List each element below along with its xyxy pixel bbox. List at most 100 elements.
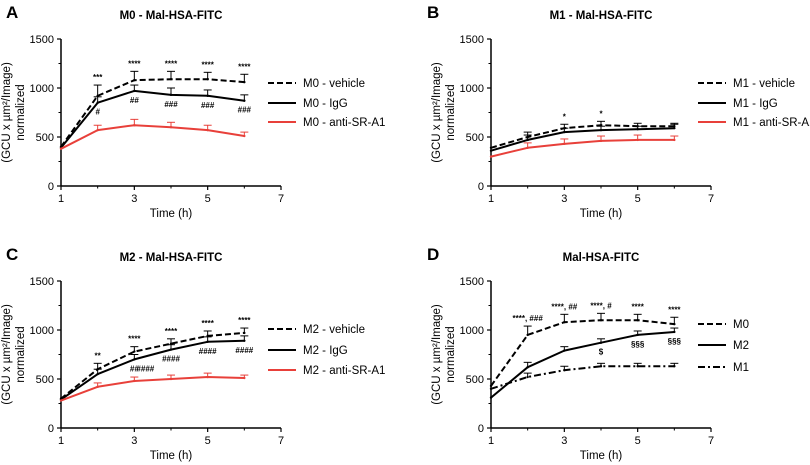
data-point bbox=[489, 384, 493, 388]
series-0 bbox=[489, 312, 679, 388]
x-tick-label: 5 bbox=[635, 193, 641, 205]
x-tick-label: 1 bbox=[58, 193, 64, 205]
panel-label: B bbox=[427, 3, 439, 22]
significance-above: **** bbox=[668, 305, 681, 314]
x-tick-label: 1 bbox=[58, 435, 64, 447]
legend-label: M1 - IgG bbox=[733, 98, 778, 110]
data-point bbox=[636, 333, 639, 337]
data-point bbox=[563, 368, 566, 372]
x-tick-label: 7 bbox=[708, 435, 714, 447]
y-tick-label: 0 bbox=[478, 181, 484, 193]
x-tick-label: 3 bbox=[131, 435, 137, 447]
y-tick-label: 1000 bbox=[460, 325, 484, 337]
y-tick-label: 0 bbox=[48, 423, 54, 435]
y-axis-label-line2: normalized bbox=[445, 84, 457, 140]
x-tick-label: 1 bbox=[488, 193, 494, 205]
legend-label: M0 - IgG bbox=[303, 98, 348, 110]
data-point bbox=[489, 155, 493, 158]
y-tick-label: 1500 bbox=[460, 34, 484, 46]
significance-below: #### bbox=[136, 364, 154, 373]
series-line bbox=[490, 319, 675, 387]
significance-below: ### bbox=[164, 100, 178, 109]
significance-above: **** bbox=[238, 316, 251, 325]
legend-label: M1 bbox=[733, 362, 749, 374]
significance-above: ****, ### bbox=[513, 314, 544, 323]
significance-above: **** bbox=[201, 60, 214, 69]
data-point bbox=[206, 94, 209, 98]
series-1 bbox=[59, 84, 249, 149]
significance-below: ## bbox=[130, 96, 139, 105]
data-point bbox=[673, 138, 676, 142]
series-line bbox=[60, 124, 245, 150]
series-line bbox=[60, 331, 245, 400]
data-point bbox=[563, 130, 566, 134]
x-tick-label: 7 bbox=[278, 435, 284, 447]
y-axis-label: (GCU x µm²/Image) bbox=[431, 304, 443, 405]
data-point bbox=[133, 350, 136, 353]
data-point bbox=[526, 333, 529, 337]
significance-below: $ bbox=[599, 348, 604, 357]
series-1 bbox=[59, 335, 249, 401]
y-axis-label-line2: normalized bbox=[15, 326, 27, 382]
data-point bbox=[636, 138, 639, 142]
y-tick-label: 0 bbox=[478, 423, 484, 435]
legend-label: M2 - anti-SR-A1 bbox=[303, 365, 385, 377]
data-point bbox=[96, 101, 99, 104]
panel-a: A M0 - Mal-HSA-FITC 0 500 1000 1500 1 3 5 7 Time (… bbox=[1, 3, 385, 220]
y-tick-label: 500 bbox=[36, 132, 54, 144]
series-2 bbox=[59, 118, 249, 150]
data-point bbox=[526, 375, 529, 379]
data-point bbox=[673, 322, 676, 326]
y-tick-label: 1500 bbox=[30, 34, 54, 46]
data-point bbox=[599, 365, 603, 368]
data-point bbox=[243, 99, 246, 102]
significance-below: §§§ bbox=[668, 337, 682, 346]
significance-below: ## bbox=[130, 364, 139, 373]
data-point bbox=[169, 377, 173, 381]
series-line bbox=[60, 339, 245, 401]
data-point bbox=[243, 339, 246, 342]
chart-title: M1 - Mal-HSA-FITC bbox=[550, 10, 653, 22]
legend-label: M0 bbox=[733, 319, 749, 331]
data-point bbox=[59, 147, 63, 150]
data-point bbox=[636, 127, 639, 131]
series-2 bbox=[59, 372, 249, 402]
significance-below: ### bbox=[238, 106, 252, 115]
data-point bbox=[636, 319, 639, 322]
panel-c: C M2 - Mal-HSA-FITC 0 500 1000 1500 1 3 5 7 Time (… bbox=[1, 245, 385, 462]
data-point bbox=[673, 126, 676, 130]
series-line bbox=[490, 365, 675, 390]
data-point bbox=[243, 331, 246, 335]
x-tick-label: 7 bbox=[278, 193, 284, 205]
y-tick-label: 500 bbox=[466, 374, 484, 386]
data-point bbox=[489, 149, 493, 152]
x-tick-label: 1 bbox=[488, 435, 494, 447]
significance-above: * bbox=[599, 109, 603, 118]
legend-label: M2 - IgG bbox=[303, 345, 348, 357]
significance-above: **** bbox=[165, 59, 178, 68]
y-tick-label: 0 bbox=[48, 181, 54, 193]
significance-above: ****, ## bbox=[551, 302, 577, 311]
y-axis-label: (GCU x µm²/Image) bbox=[1, 304, 13, 405]
y-axis-label: (GCU x µm²/Image) bbox=[431, 62, 443, 163]
series-line bbox=[60, 78, 245, 148]
significance-above: * bbox=[563, 112, 567, 121]
x-tick-label: 7 bbox=[708, 193, 714, 205]
significance-above: ** bbox=[95, 351, 102, 360]
data-point bbox=[169, 126, 173, 129]
y-axis-label: (GCU x µm²/Image) bbox=[1, 62, 13, 163]
data-point bbox=[133, 89, 136, 93]
panel-b: B M1 - Mal-HSA-FITC 0 500 1000 1500 1 3 5 7 Time (… bbox=[427, 3, 810, 220]
data-point bbox=[563, 320, 566, 324]
legend-label: M2 - vehicle bbox=[303, 324, 365, 336]
x-tick-label: 3 bbox=[131, 193, 137, 205]
series-0 bbox=[59, 70, 249, 148]
data-point bbox=[169, 77, 173, 81]
data-point bbox=[59, 399, 63, 402]
data-point bbox=[599, 341, 603, 344]
series-2 bbox=[489, 134, 679, 158]
x-axis-label: Time (h) bbox=[150, 208, 193, 220]
y-tick-label: 1000 bbox=[460, 83, 484, 95]
y-tick-label: 500 bbox=[36, 374, 54, 386]
y-tick-label: 1500 bbox=[30, 276, 54, 288]
